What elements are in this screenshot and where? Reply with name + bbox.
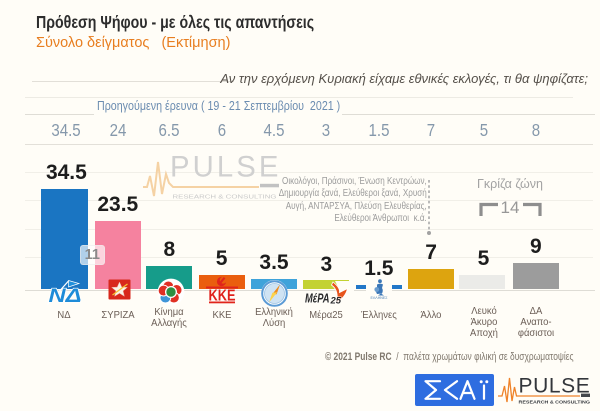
svg-text:ΕΛΛΗΝΕΣ: ΕΛΛΗΝΕΣ (371, 296, 388, 300)
svg-text:PULSE: PULSE (170, 151, 282, 184)
svg-text:RESEARCH & CONSULTING: RESEARCH & CONSULTING (173, 195, 277, 201)
svg-text:PULSE: PULSE (519, 375, 591, 398)
svg-text:RESEARCH & CONSULTING: RESEARCH & CONSULTING (519, 400, 591, 405)
svg-text:25: 25 (330, 296, 342, 307)
svg-text:ΝΔ: ΝΔ (49, 285, 82, 305)
svg-text:ΜέΡΑ: ΜέΡΑ (305, 292, 330, 306)
svg-text:KKE: KKE (209, 288, 236, 305)
